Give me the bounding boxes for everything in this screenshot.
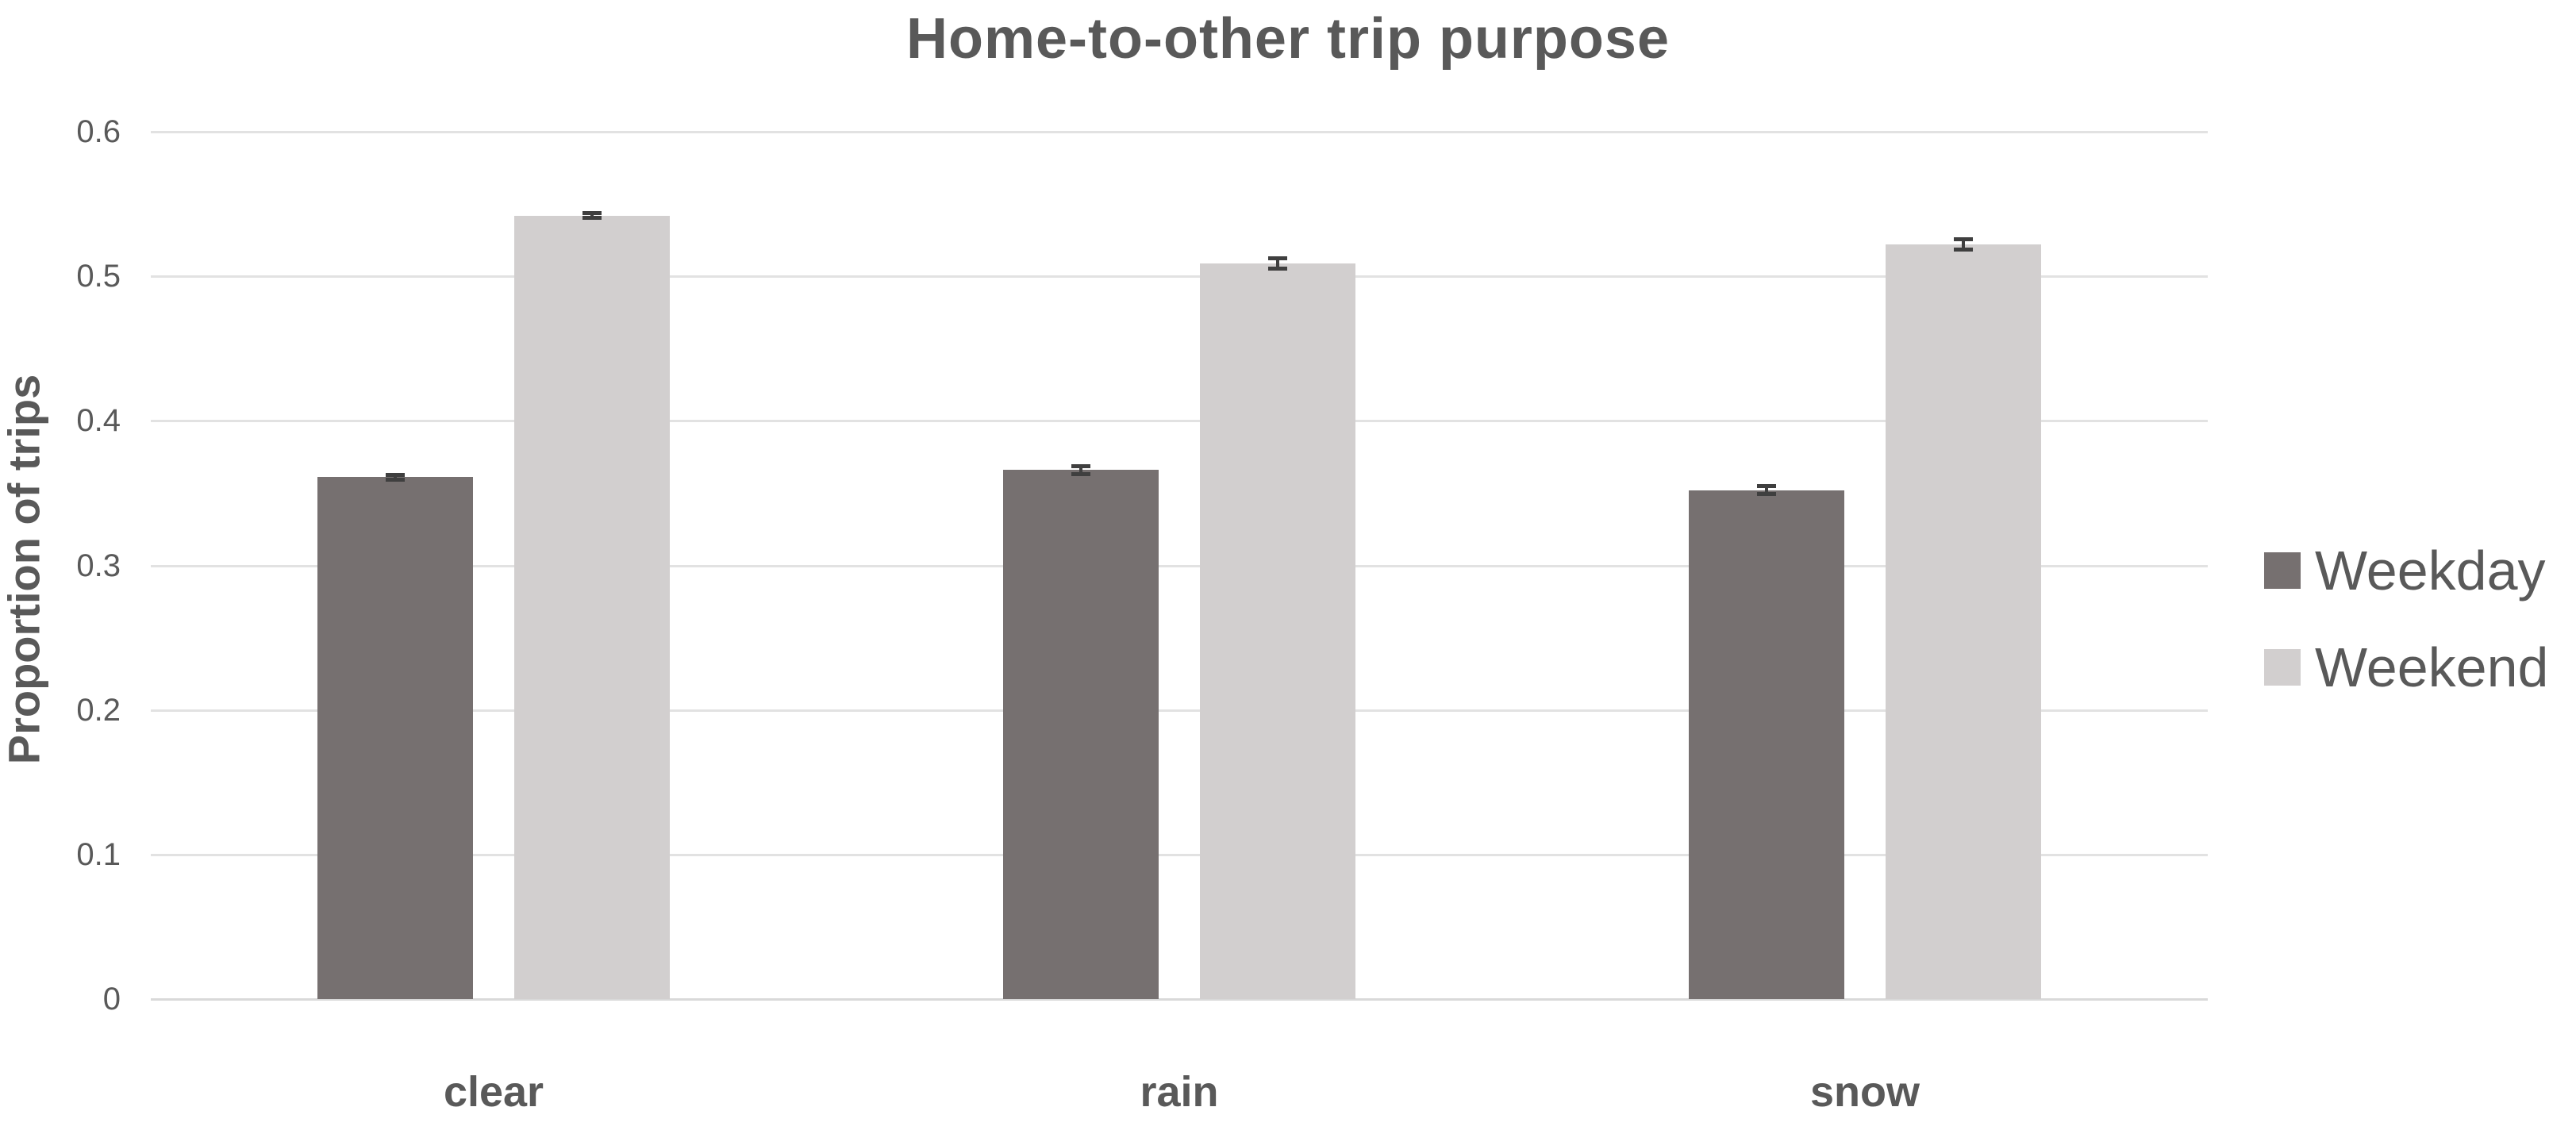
bar-weekend-rain (1200, 263, 1355, 999)
legend-swatch-weekend (2264, 649, 2301, 686)
legend-item-weekday: Weekday (2264, 543, 2546, 598)
gridline (151, 420, 2208, 423)
error-bar-cap (1757, 484, 1776, 489)
chart-title: Home-to-other trip purpose (906, 7, 1670, 71)
y-tick-label: 0.5 (76, 259, 121, 294)
x-axis-baseline (151, 998, 2208, 1001)
gridline (151, 275, 2208, 279)
y-tick-label: 0.6 (76, 114, 121, 149)
error-bar-cap (582, 216, 602, 221)
gridline (151, 853, 2208, 856)
error-bar-cap (1071, 471, 1090, 476)
y-tick-label: 0.2 (76, 692, 121, 728)
error-bar (1276, 256, 1279, 271)
bar-weekday-rain (1003, 470, 1159, 999)
y-tick-label: 0.4 (76, 403, 121, 439)
error-bar-cap (386, 477, 405, 482)
legend-swatch-weekday (2264, 552, 2301, 589)
error-bar-cap (1757, 492, 1776, 497)
error-bar-cap (386, 472, 405, 477)
error-bar-cap (1268, 256, 1287, 260)
bar-weekday-clear (317, 477, 473, 999)
gridline (151, 131, 2208, 133)
x-category-label-snow: snow (1809, 1068, 1920, 1116)
error-bar (394, 472, 397, 482)
error-bar-cap (1954, 236, 1973, 241)
bar-weekday-snow (1689, 490, 1844, 999)
legend-label: Weekday (2315, 540, 2546, 602)
error-bar-cap (1954, 248, 1973, 252)
error-bar (590, 211, 594, 221)
x-category-label-rain: rain (1140, 1068, 1219, 1116)
gridline (151, 709, 2208, 712)
error-bar-cap (582, 211, 602, 216)
y-tick-label: 0 (102, 982, 121, 1017)
bar-weekend-snow (1886, 244, 2041, 999)
legend-label: Weekend (2315, 636, 2549, 698)
y-tick-label: 0.3 (76, 548, 121, 583)
legend-item-weekend: Weekend (2264, 640, 2548, 695)
plot-area (151, 131, 2208, 1001)
gridline (151, 564, 2208, 567)
x-category-label-clear: clear (443, 1068, 544, 1116)
error-bar (1079, 463, 1082, 476)
y-tick-label: 0.1 (76, 836, 121, 872)
error-bar-cap (1268, 266, 1287, 271)
bar-weekend-clear (514, 215, 670, 999)
error-bar (1765, 484, 1768, 497)
error-bar-cap (1071, 463, 1090, 468)
error-bar (1962, 236, 1965, 252)
